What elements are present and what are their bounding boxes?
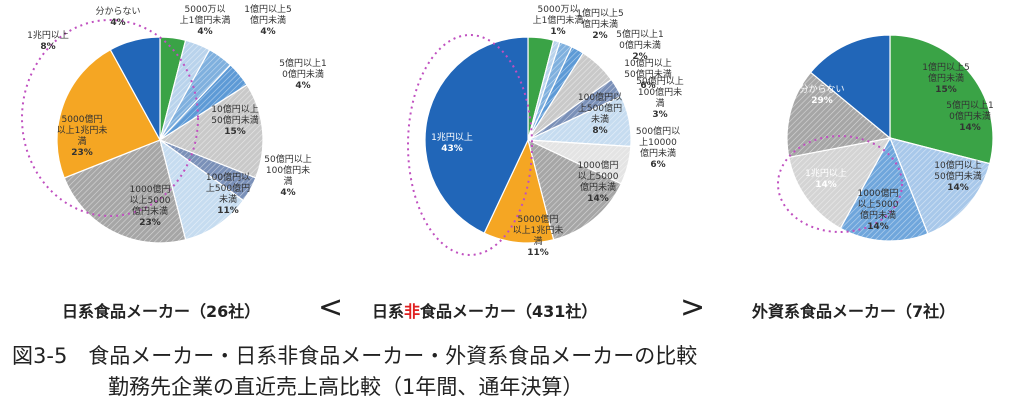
chart-label-japanese-food: 日系食品メーカー（26社） — [62, 302, 261, 321]
pie-slice-hatch — [528, 96, 632, 147]
slice-label: 1億円以上5 億円未満 2% — [576, 7, 623, 41]
slice-label: 1000億円以上5000 億円未満 23% — [130, 183, 171, 228]
slice-label: 5000億円以上1兆円未満 23% — [57, 113, 108, 158]
slice-label: 1000億円以上5000 億円未満 14% — [578, 159, 619, 204]
pie-slice — [109, 36, 161, 141]
slice-label: 10億円以上 50億円未満 14% — [934, 159, 981, 193]
slice-label: 50億円以上 100億円未満 4% — [264, 153, 311, 198]
slice-label: 5000万以上1億円未満 4% — [180, 5, 231, 37]
pie-slice-hatch — [788, 138, 890, 229]
highlight-ring — [777, 135, 903, 233]
pie-slice — [889, 34, 994, 165]
pie-chart-2: 分からない 4% 5000万以上1億円未満 1%1億円以上5 億円未満 2% 5億円以上1 0… — [407, 4, 684, 258]
slice-label: 分からない 4% — [95, 6, 140, 28]
highlight-ring — [407, 34, 533, 256]
pie-slice-hatch — [528, 53, 612, 140]
slice-label: 1000億円以上5000 億円未満 14% — [858, 187, 899, 232]
pie-slice-hatch — [160, 64, 247, 140]
slice-label: 分からない 29% — [799, 84, 844, 106]
pie-charts: 分からない 4% 5000万以上1億円未満 4% 1億円以上5 億円未満 4% 5億円以上1 0… — [21, 3, 994, 258]
slice-label: 5000億円以上1兆円未満 11% — [513, 213, 564, 258]
pie-chart-1: 分からない 4% 5000万以上1億円未満 4% 1億円以上5 億円未満 4% 5億円以上1 0… — [21, 3, 327, 244]
slice-label: 5000万以上1億円未満 1% — [533, 5, 584, 37]
slice-label: 5億円以上1 0億円未満 2% — [616, 28, 663, 62]
pie-slice-hatch — [528, 46, 584, 140]
slice-label: 50億円以上 100億円未満 3% — [636, 75, 683, 120]
pie-slice-hatch — [160, 140, 256, 201]
chart-label-foreign-food: 外資系食品メーカー（7社） — [752, 302, 956, 321]
slice-label: 5億円以上1 0億円未満 4% — [279, 57, 326, 91]
slice-label: 10億円以上 50億円未満 6% — [624, 57, 671, 91]
label-part-red: 非 — [404, 302, 421, 321]
pie-slice — [424, 36, 529, 234]
pie-chart-3: 分からない 29% 1億円以上5 億円未満 15% 5億円以上1 0億円未満 14% 10億円以… — [777, 34, 994, 242]
slice-label: 100億円以上500億円未満 8% — [578, 91, 622, 136]
pie-slice-hatch — [786, 72, 890, 158]
slice-label: 1兆円以上 14% — [805, 168, 847, 190]
slice-label: 5億円以上1 0億円未満 14% — [946, 99, 993, 133]
less-than-sign: < — [318, 290, 344, 325]
pie-slice-hatch — [64, 140, 186, 243]
figure-subtitle: 勤務先企業の直近売上高比較（1年間、通年決算） — [108, 375, 584, 399]
slice-label: 1兆円以上 8% — [27, 30, 69, 52]
pie-slice — [809, 34, 891, 140]
slice-label: 100億円以上500億円未満 11% — [206, 171, 250, 216]
slice-label: 10億円以上 50億円未満 15% — [211, 103, 258, 137]
figure-title: 図3-5 食品メーカー・日系非食品メーカー・外資系食品メーカーの比較 — [12, 344, 698, 368]
greater-than-sign: > — [680, 290, 706, 325]
pie-slice-hatch — [840, 138, 928, 242]
pie-slice-hatch — [160, 84, 264, 178]
pie-slice-hatch — [528, 79, 622, 140]
pie-slice — [56, 48, 161, 179]
slice-label: 1億円以上5 億円未満 15% — [922, 61, 969, 95]
pie-slice — [483, 138, 555, 244]
slice-label: 500億円以上10000 億円未満 6% — [636, 125, 680, 170]
pie-slice-hatch — [160, 140, 244, 240]
label-part-1: 日系 — [372, 302, 405, 321]
slice-label: 分からない 4% — [447, 4, 492, 26]
pie-slice-hatch — [528, 140, 631, 184]
slice-label: 1兆円以上 43% — [431, 132, 473, 154]
highlight-ring — [21, 19, 199, 217]
pie-slice-hatch — [528, 140, 622, 240]
pie-slice-hatch — [160, 49, 231, 140]
chart-label-japanese-nonfood: 日系非食品メーカー（431社） — [372, 298, 597, 322]
pie-slice-hatch — [160, 40, 210, 140]
slice-label: 1億円以上5 億円未満 4% — [244, 3, 291, 37]
pie-slice-hatch — [890, 138, 990, 234]
label-part-2: 食品メーカー（431社） — [420, 302, 598, 321]
